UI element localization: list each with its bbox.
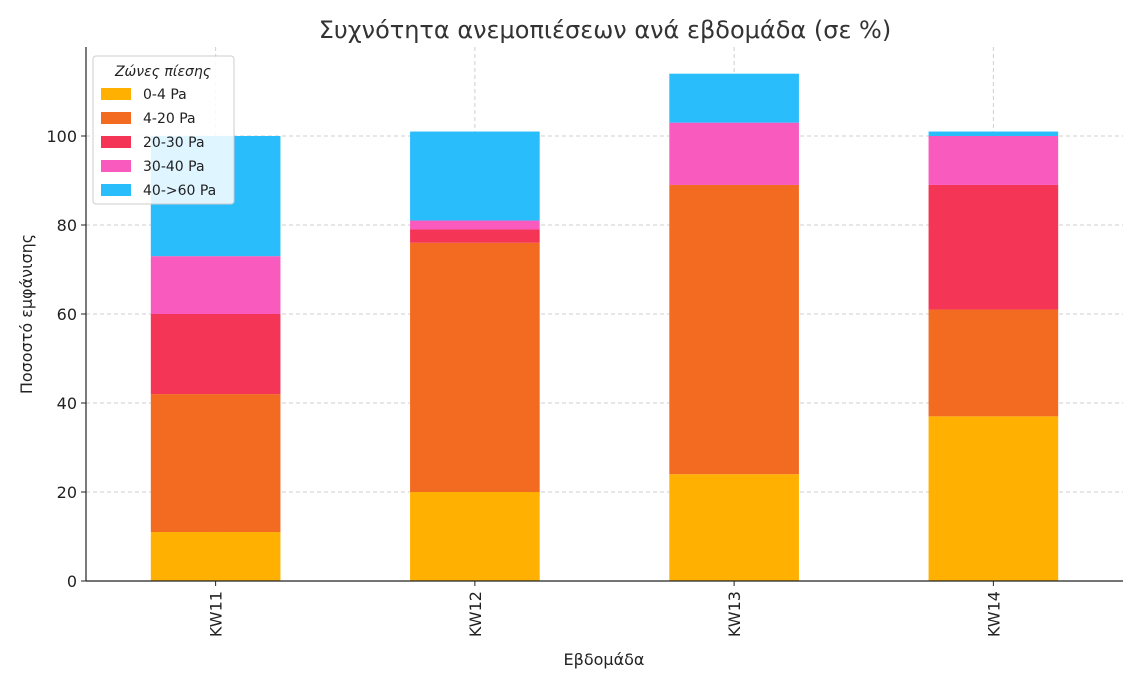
legend-swatch xyxy=(101,88,131,100)
legend-items: 0-4 Pa 4-20 Pa 20-30 Pa 30-40 Pa 40->60 Pa xyxy=(101,87,216,199)
bar-segment xyxy=(928,131,1059,136)
bar-segment xyxy=(410,131,540,221)
x-tick-label: KW13 xyxy=(725,591,744,637)
legend-label: 40->60 Pa xyxy=(143,183,216,199)
bar-segment xyxy=(669,184,799,475)
bar-segment xyxy=(410,492,540,581)
bar-segment xyxy=(669,474,799,581)
chart-title: Συχνότητα ανεμοπιέσεων ανά εβδομάδα (σε … xyxy=(319,16,891,44)
bar-segment xyxy=(150,256,281,314)
bar-segment xyxy=(669,122,799,185)
y-tick-label: 40 xyxy=(57,394,77,413)
y-tick-label: 80 xyxy=(57,216,77,235)
bar-segment xyxy=(410,242,540,492)
bar-segment xyxy=(669,73,799,123)
bars xyxy=(150,73,1059,581)
y-tick-label: 60 xyxy=(57,305,77,324)
bar-segment xyxy=(928,309,1059,417)
legend-swatch xyxy=(101,112,131,124)
x-tick-labels: KW11 KW12 KW13 KW14 xyxy=(207,581,1003,637)
bar-segment xyxy=(150,394,281,533)
bar-segment xyxy=(410,229,540,243)
bar-segment xyxy=(928,416,1059,581)
y-tick-labels: 0 20 40 60 80 100 xyxy=(46,127,86,591)
x-axis-label: Εβδομάδα xyxy=(564,650,645,669)
bar-segment xyxy=(150,314,281,395)
bar-segment xyxy=(928,136,1059,185)
legend-label: 0-4 Pa xyxy=(143,87,187,103)
legend-label: 4-20 Pa xyxy=(143,111,196,127)
bar-segment xyxy=(928,184,1059,310)
x-tick-label: KW14 xyxy=(984,591,1003,637)
y-tick-label: 100 xyxy=(46,127,77,146)
legend-swatch xyxy=(101,160,131,172)
legend-label: 30-40 Pa xyxy=(143,159,205,175)
legend: Ζώνες πίεσης 0-4 Pa 4-20 Pa 20-30 Pa 30-40 … xyxy=(92,55,235,205)
x-tick-label: KW11 xyxy=(207,591,226,637)
y-tick-label: 20 xyxy=(57,483,77,502)
legend-swatch xyxy=(101,136,131,148)
legend-label: 20-30 Pa xyxy=(143,135,205,151)
x-tick-label: KW12 xyxy=(466,591,485,637)
y-tick-label: 0 xyxy=(67,572,77,591)
legend-title: Ζώνες πίεσης xyxy=(114,64,211,80)
legend-swatch xyxy=(101,184,131,196)
bar-segment xyxy=(410,220,540,230)
bar-segment xyxy=(150,532,281,581)
y-axis-label: Ποσοστό εμφάνισης xyxy=(17,234,36,394)
